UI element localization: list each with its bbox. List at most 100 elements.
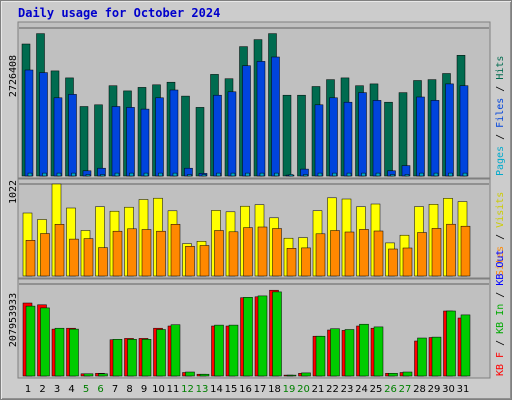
kbin-bar	[344, 329, 355, 377]
pages-bar	[303, 174, 308, 177]
day-label: 9	[141, 384, 147, 395]
legend-visits: Visits	[495, 192, 506, 228]
kbin-bar	[25, 305, 36, 377]
pages-bar	[114, 172, 120, 177]
day-label: 26	[384, 384, 397, 395]
kbin-bar	[417, 337, 427, 377]
pages-bar	[201, 174, 207, 177]
files-bar	[213, 94, 222, 177]
day-label: 21	[312, 384, 325, 395]
kbin-bar	[199, 373, 210, 377]
pages-bar	[100, 174, 105, 177]
day-label: 16	[239, 384, 252, 395]
pages-bar	[42, 172, 47, 177]
kbin-bar	[315, 335, 326, 377]
hits-bar	[195, 107, 205, 177]
sites-bar	[98, 247, 108, 277]
files-bar	[126, 107, 135, 177]
sites-bar	[373, 230, 384, 277]
pages-bar	[27, 172, 33, 177]
files-bar	[227, 91, 237, 177]
files-bar	[459, 85, 469, 177]
files-bar	[169, 89, 179, 177]
sites-bar	[301, 247, 311, 277]
hits-bar	[181, 95, 190, 177]
day-label: 27	[399, 384, 412, 395]
day-label: 24	[355, 384, 368, 395]
files-bar	[416, 96, 425, 177]
pages-bar	[259, 172, 265, 177]
day-label: 15	[225, 384, 238, 395]
kbin-bar	[330, 328, 340, 377]
day-label: 19	[283, 384, 296, 395]
sites-bar	[25, 240, 36, 277]
sites-bar	[402, 247, 413, 277]
day-label: 11	[167, 384, 180, 395]
files-bar	[39, 72, 48, 177]
hits-bar	[79, 106, 89, 177]
kbytes-ymax-label: 207953933	[8, 293, 19, 347]
files-bar	[140, 108, 150, 177]
day-label: 22	[326, 384, 339, 395]
kbin-bar	[127, 339, 137, 377]
pages-bar	[158, 172, 163, 177]
day-label: 25	[370, 384, 383, 395]
kbin-bar	[272, 291, 282, 377]
files-bar	[242, 65, 251, 177]
day-label: 13	[196, 384, 209, 395]
pages-bar	[85, 174, 91, 177]
pages-bar	[274, 172, 279, 177]
legend-kbf: KB F	[495, 352, 506, 376]
sites-bar	[359, 229, 369, 277]
pages-bar	[419, 172, 424, 177]
day-label: 8	[126, 384, 132, 395]
sites-bar	[40, 233, 50, 277]
kbin-bar	[69, 328, 79, 377]
sites-bar	[83, 238, 94, 277]
files-bar	[372, 100, 382, 177]
kbin-bar	[83, 373, 94, 377]
sites-bar	[460, 225, 471, 277]
day-label: 4	[68, 384, 74, 395]
sites-bar	[286, 248, 297, 277]
kbin-bar	[431, 336, 442, 377]
files-bar	[430, 100, 440, 177]
pages-bar	[332, 172, 337, 177]
files-bar	[343, 101, 353, 177]
legend-sites: Sites	[495, 246, 506, 276]
sites-bar	[446, 223, 456, 277]
day-label: 30	[442, 384, 455, 395]
sites-bar	[170, 224, 181, 277]
kbin-bar	[141, 339, 152, 377]
pages-bar	[172, 172, 178, 177]
kbin-bar	[112, 339, 123, 377]
files-bar	[155, 97, 164, 177]
files-bar	[314, 104, 324, 177]
day-label: 20	[297, 384, 310, 395]
sites-bar	[127, 228, 137, 277]
kbin-bar	[359, 323, 369, 377]
sites-bar	[344, 231, 355, 277]
kbin-bar	[214, 324, 224, 377]
sites-bar	[214, 230, 224, 277]
hits-ymax-label: 2726408	[8, 55, 19, 97]
pages-bar	[230, 172, 236, 177]
legend-files: Files	[495, 98, 506, 128]
sites-bar	[431, 228, 442, 277]
files-bar	[445, 83, 454, 177]
pages-bar	[71, 172, 76, 177]
pages-bar	[288, 174, 294, 177]
kbytes-panel	[17, 278, 491, 379]
kbin-bar	[286, 374, 297, 377]
hits-bar	[94, 104, 103, 177]
legend-kbout: KB Out	[495, 250, 506, 286]
legend-pages: Pages	[495, 146, 506, 176]
hits-bar	[384, 101, 393, 177]
files-bar	[111, 106, 121, 177]
kbin-bar	[228, 324, 239, 377]
sites-bar	[141, 229, 152, 277]
day-label: 12	[181, 384, 194, 395]
pages-bar	[143, 172, 149, 177]
day-label: 5	[83, 384, 89, 395]
legend-sep: /	[495, 286, 506, 304]
